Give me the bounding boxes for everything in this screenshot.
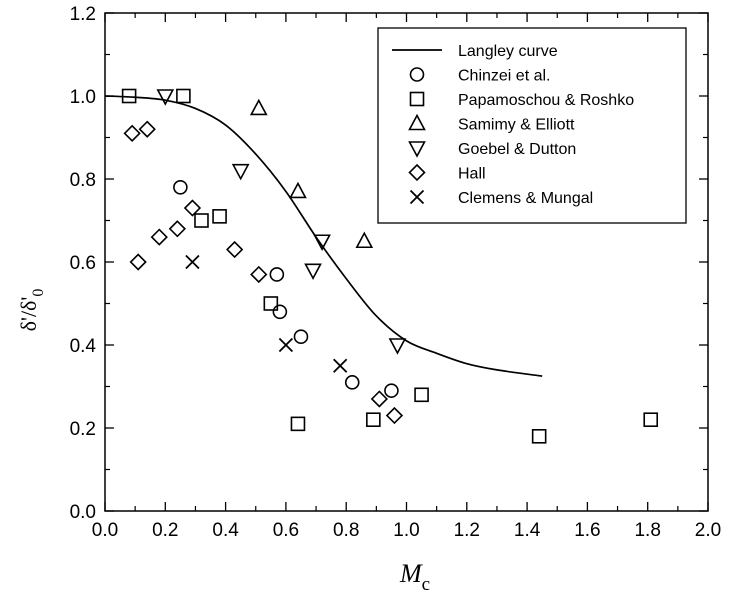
x-tick-label: 1.2	[454, 520, 480, 541]
series-samimy-elliott	[249, 98, 374, 249]
data-point	[290, 416, 306, 432]
legend-item: Samimy & Elliott	[408, 113, 575, 134]
data-point	[269, 267, 285, 282]
data-point	[263, 296, 279, 311]
legend-label: Hall	[458, 166, 486, 183]
data-point	[249, 98, 268, 116]
x-tick-label: 1.6	[574, 520, 600, 541]
series-chinzei-et-al	[173, 180, 399, 398]
legend-item: Hall	[408, 163, 486, 183]
y-tick-label: 0.0	[70, 502, 96, 523]
data-point	[150, 228, 168, 246]
data-point	[156, 89, 175, 106]
x-tick-label: 0.4	[212, 520, 239, 541]
legend-item: Papamoschou & Roshko	[409, 91, 634, 109]
data-point	[385, 406, 404, 425]
data-point	[129, 253, 147, 271]
data-point	[355, 231, 374, 249]
legend-item: Langley curve	[392, 43, 558, 60]
legend-label: Papamoschou & Roshko	[458, 92, 634, 109]
data-point	[138, 120, 156, 138]
y-axis: 0.0 0.2 0.4 0.6 0.8 1.0 1.2	[70, 4, 708, 523]
data-point	[366, 412, 381, 428]
series-hall	[123, 120, 404, 425]
y-tick-label: 1.0	[70, 87, 96, 108]
y-tick-label: 0.8	[70, 170, 96, 191]
legend-marker-swatch	[408, 141, 426, 158]
data-point	[293, 329, 309, 345]
y-tick-label: 0.4	[70, 336, 97, 357]
x-tick-label: 2.0	[695, 520, 721, 541]
data-point	[194, 213, 209, 228]
data-point	[643, 412, 659, 428]
data-point	[388, 338, 407, 355]
x-tick-label: 0.8	[333, 520, 359, 541]
data-point	[289, 181, 307, 199]
legend-label: Goebel & Dutton	[458, 141, 576, 158]
legend-marker-swatch	[409, 67, 425, 82]
series-layer	[104, 88, 659, 444]
x-tick-label: 0.0	[92, 520, 118, 541]
data-point	[212, 209, 227, 224]
data-point	[173, 180, 188, 195]
series-papamoschou-roshko	[121, 88, 659, 444]
data-point	[226, 240, 244, 259]
y-tick-label: 0.6	[70, 253, 96, 274]
x-tick-label: 1.4	[514, 520, 541, 541]
legend-label: Clemens & Mungal	[458, 190, 593, 207]
legend-label: Langley curve	[458, 43, 558, 60]
data-point	[313, 234, 331, 251]
legend-item: Chinzei et al.	[409, 67, 551, 85]
data-point	[231, 163, 250, 181]
legend-marker-swatch	[409, 189, 425, 205]
data-point	[185, 254, 200, 270]
x-tick-label: 1.0	[393, 520, 419, 541]
legend-marker-swatch	[408, 163, 426, 182]
legend-item: Goebel & Dutton	[408, 141, 576, 158]
x-axis: 0.0 0.2 0.4 0.6 0.8 1.0 1.2 1.4 1.6 1.8 2.0	[92, 13, 721, 541]
data-point	[250, 265, 268, 284]
data-point	[344, 375, 360, 390]
data-point	[531, 428, 547, 444]
data-point	[384, 383, 399, 398]
legend-box	[377, 27, 687, 224]
series-goebel-dutton	[156, 89, 407, 355]
x-tick-label: 0.2	[152, 520, 178, 541]
legend-label: Chinzei et al.	[458, 68, 551, 85]
x-tick-label: 0.6	[273, 520, 299, 541]
legend-marker-swatch	[408, 113, 426, 131]
data-point	[272, 304, 288, 320]
legend: Langley curve Chinzei et al. Papamoschou &…	[377, 27, 687, 224]
data-point	[121, 88, 137, 104]
legend-marker-swatch	[409, 91, 425, 107]
x-tick-label: 1.8	[634, 520, 660, 541]
data-point	[168, 220, 186, 238]
data-point	[278, 337, 294, 353]
legend-item: Clemens & Mungal	[409, 189, 593, 207]
data-point	[123, 124, 141, 142]
y-axis-title: δ'/δ'0	[16, 289, 47, 332]
data-point	[333, 358, 348, 373]
data-point	[414, 387, 429, 403]
data-point	[183, 199, 202, 217]
x-axis-title: Mc	[399, 559, 430, 595]
legend-label: Samimy & Elliott	[458, 117, 575, 134]
series-clemens-mungal	[185, 254, 348, 373]
data-point	[304, 263, 322, 280]
y-tick-label: 0.2	[70, 419, 96, 440]
y-tick-label: 1.2	[70, 4, 96, 25]
data-point	[176, 88, 191, 104]
data-point	[370, 390, 388, 408]
